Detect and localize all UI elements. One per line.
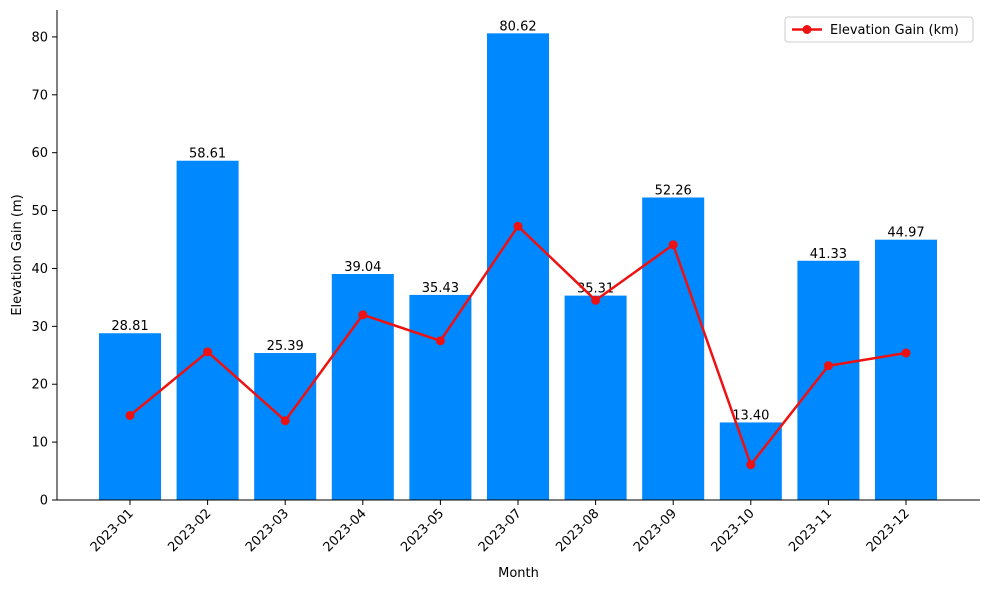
bar-2023-12 [875,239,937,500]
x-tick-label: 2023-10 [709,506,758,555]
line-point-2023-02 [203,347,213,357]
line-point-2023-12 [901,348,911,358]
legend-box [784,16,974,43]
line-point-2023-11 [823,361,833,371]
x-tick-label: 2023-04 [321,506,370,555]
y-tick-label: 30 [31,320,48,335]
bar-2023-07 [487,33,549,500]
line-point-2023-10 [746,460,756,470]
x-tick-label: 2023-07 [476,506,525,555]
y-tick-label: 20 [31,378,48,393]
bar-data-label: 28.81 [111,319,148,334]
bar-2023-04 [331,274,394,500]
legend-entry-label: Elevation Gain (km) [830,23,959,38]
bar-data-label: 80.62 [499,19,536,34]
x-tick-label: 2023-09 [631,506,680,555]
x-tick-label: 2023-11 [786,506,835,555]
bar-data-label: 41.33 [810,247,847,262]
bar-data-label: 35.43 [422,281,459,296]
x-axis-label: Month [498,566,539,581]
bar-data-label: 39.04 [344,260,381,275]
bar-2023-05 [409,294,472,500]
bar-data-labels: 28.8158.6125.3939.0435.4380.6235.3152.26… [111,19,924,423]
y-ticks: 0 10 20 30 40 50 60 70 80 [31,30,57,509]
bar-data-label: 25.39 [267,339,304,354]
legend: Elevation Gain (km) [784,16,974,43]
x-tick-label: 2023-05 [398,506,447,555]
x-tick-label: 2023-03 [243,506,292,555]
x-tick-label: 2023-12 [864,506,913,555]
line-point-2023-01 [125,410,135,420]
bar-data-label: 44.97 [887,226,924,241]
line-point-2023-05 [435,336,445,346]
bar-2023-02 [176,160,239,500]
y-tick-label: 60 [31,146,48,161]
line-point-2023-08 [591,295,601,305]
bar-2023-11 [797,260,860,500]
y-tick-label: 0 [40,494,48,509]
x-tick-label: 2023-08 [553,506,602,555]
bar-2023-03 [254,353,317,500]
bars [99,33,937,500]
legend-marker [802,25,812,34]
y-tick-label: 40 [31,262,48,277]
bar-data-label: 58.61 [189,147,226,162]
line-point-2023-09 [668,240,678,250]
bar-2023-08 [564,295,627,500]
line-series [125,221,911,470]
x-ticks: 2023-01 2023-02 2023-03 2023-04 2023-05 2023-… [88,500,913,555]
y-tick-label: 70 [31,88,48,103]
y-axis-label: Elevation Gain (m) [10,194,25,315]
bar-data-label: 13.40 [732,408,769,423]
line-point-2023-03 [280,416,290,426]
y-tick-label: 10 [31,436,48,451]
line-point-2023-04 [358,310,368,320]
x-tick-label: 2023-02 [165,506,214,555]
y-tick-label: 80 [31,30,48,45]
bar-data-label: 52.26 [655,183,692,198]
y-tick-label: 50 [31,204,48,219]
x-tick-label: 2023-01 [88,506,137,555]
line-point-2023-07 [513,221,523,231]
